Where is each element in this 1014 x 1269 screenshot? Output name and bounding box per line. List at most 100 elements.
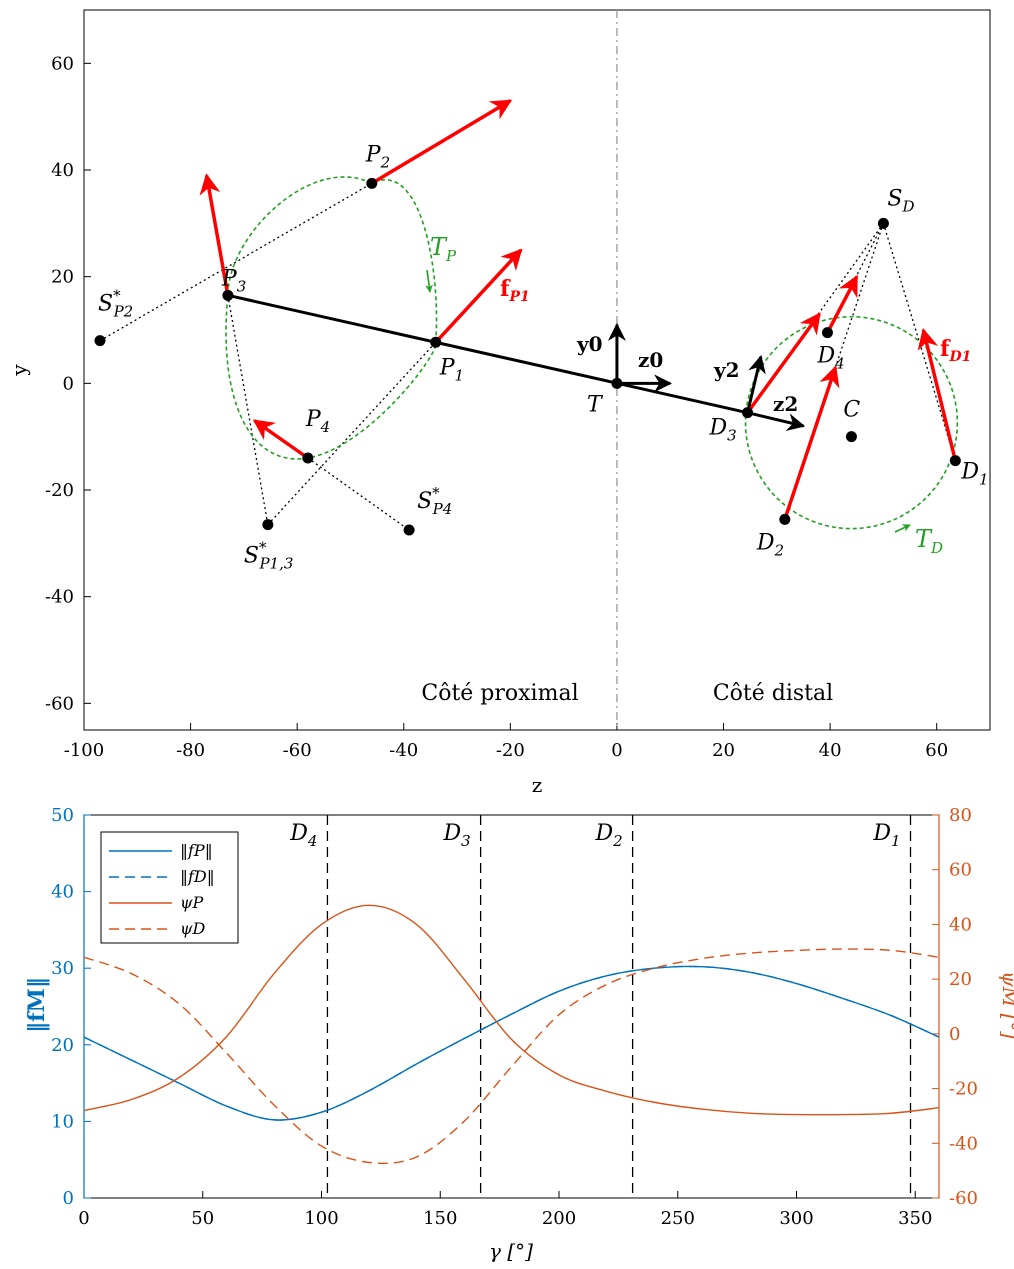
force-arrow (825, 274, 859, 334)
top-xtick-label: 60 (925, 740, 948, 761)
trajectory-proximal (225, 176, 438, 460)
force-arrow (746, 312, 821, 414)
point-C (845, 431, 857, 443)
series-line-2 (83, 904, 940, 1116)
force-arrow (917, 327, 958, 462)
top-ytick-label: 0 (63, 373, 74, 394)
force-arrow (199, 173, 230, 296)
bar-segment (227, 293, 748, 415)
label-TP: TP (430, 233, 457, 265)
bottom-ylabel-right: ψM [°] (998, 971, 1014, 1039)
force-arrow (370, 99, 513, 185)
point-P2 (366, 177, 378, 189)
point-label-P2: P2 (365, 142, 390, 171)
top-ylabel: y (7, 364, 31, 377)
svg-text:z2: z2 (773, 392, 798, 416)
bottom-xtick-label: 150 (423, 1208, 457, 1229)
point-P3 (222, 289, 234, 301)
point-label-P3: P3 (221, 266, 246, 295)
bottom-ytick-right-label: -20 (949, 1079, 978, 1100)
point-label-D4: D4 (816, 344, 844, 373)
construction-line (882, 223, 956, 461)
point-label-P1: P1 (439, 355, 464, 384)
frame-arrow (747, 411, 806, 432)
legend-label-fP: ‖fP‖ (180, 841, 213, 860)
marker-label-D2: D2 (594, 821, 622, 850)
svg-text:y2: y2 (713, 358, 740, 382)
trajectory-distal (744, 315, 959, 530)
top-ytick-label: 60 (51, 53, 74, 74)
top-xtick-label: -80 (176, 740, 205, 761)
bottom-ytick-left-label: 20 (51, 1035, 74, 1056)
top-ytick-label: 40 (51, 160, 74, 181)
top-ytick-label: 20 (51, 267, 74, 288)
bottom-ytick-left-label: 50 (51, 805, 74, 826)
legend-label-fD: ‖fD‖ (180, 867, 215, 886)
point-SP13 (262, 519, 274, 531)
top-xtick-label: 20 (712, 740, 735, 761)
angle-plot: 0 50 100 150 200 250 300 35001020304050-60-40-2… (24, 805, 1014, 1263)
top-xtick-label: 40 (819, 740, 842, 761)
point-SP2 (94, 335, 106, 347)
bottom-ytick-right-label: 40 (949, 914, 972, 935)
bottom-ytick-right-label: 60 (949, 860, 972, 881)
bottom-axis-ticks: 0 50 100 150 200 250 300 35001020304050-60-40-2… (51, 805, 978, 1229)
marker-label-D4: D4 (289, 821, 317, 850)
force-arrow (252, 419, 309, 460)
point-SD (877, 217, 889, 229)
bottom-xtick-label: 200 (542, 1208, 576, 1229)
frame-arrow (746, 354, 766, 414)
label-y2: y2 (713, 358, 740, 382)
top-axis-ticks: -100 -80 -60 -40 -20 0 20 40 60 -60 -40 -20 0 20 40 60 (45, 53, 948, 761)
point-SP4 (403, 524, 415, 536)
point-D3 (742, 407, 754, 419)
legend-box (100, 831, 239, 944)
force-arrows (199, 99, 958, 520)
point-label-C: C (843, 398, 860, 423)
force-arrow (434, 248, 523, 344)
top-xtick-label: 0 (611, 740, 622, 761)
top-xtick-label: -40 (389, 740, 418, 761)
bottom-ytick-right-label: -40 (949, 1133, 978, 1154)
point-label-T: T (587, 392, 604, 417)
series-lines (83, 904, 940, 1165)
svg-text:y0: y0 (576, 332, 603, 356)
construction-line (99, 182, 373, 342)
top-ytick-label: -60 (45, 693, 74, 714)
label-z2: z2 (773, 392, 798, 416)
point-label-P4: P4 (305, 407, 330, 436)
point-label-SP13: S* P1,3 (244, 539, 294, 573)
frame-arrows (607, 322, 806, 432)
vertical-markers: D4 D3 D2 D1 (289, 815, 912, 1198)
point-D1 (949, 455, 961, 467)
point-label-SP4: S* P4 (417, 484, 452, 518)
point-P1 (430, 336, 442, 348)
point-label-D1: D1 (960, 460, 988, 489)
bottom-xtick-label: 350 (898, 1208, 932, 1229)
bottom-xtick-label: 250 (661, 1208, 695, 1229)
legend-label-psiP: ψP (180, 893, 204, 912)
label-z0: z0 (638, 348, 663, 372)
point-label-SD: SD (887, 186, 914, 215)
top-xlabel: z (532, 773, 543, 797)
bottom-ytick-right-label: -60 (949, 1188, 978, 1209)
bottom-ytick-right-label: 0 (949, 1024, 960, 1045)
construction-line (267, 341, 437, 526)
point-D2 (779, 513, 791, 525)
bottom-ytick-left-label: 40 (51, 882, 74, 903)
point-P4 (302, 452, 314, 464)
bottom-ytick-right-label: 80 (949, 805, 972, 826)
bottom-ylabel-left: ‖fM‖ (24, 977, 50, 1033)
marker-label-D3: D3 (442, 821, 470, 850)
point-label-D2: D2 (756, 530, 784, 559)
series-line-1 (83, 965, 940, 1121)
bottom-xlabel: γ [°] (489, 1239, 533, 1263)
point-T (611, 377, 623, 389)
label-TD: TD (915, 525, 943, 557)
legend: ‖fP‖ ‖fD‖ ψP ψD (100, 831, 239, 944)
label-y0: y0 (576, 332, 603, 356)
point-D4 (821, 327, 833, 339)
side-label-proximal: Côté proximal (421, 681, 578, 706)
point-label-SP2: S* P2 (98, 287, 133, 321)
